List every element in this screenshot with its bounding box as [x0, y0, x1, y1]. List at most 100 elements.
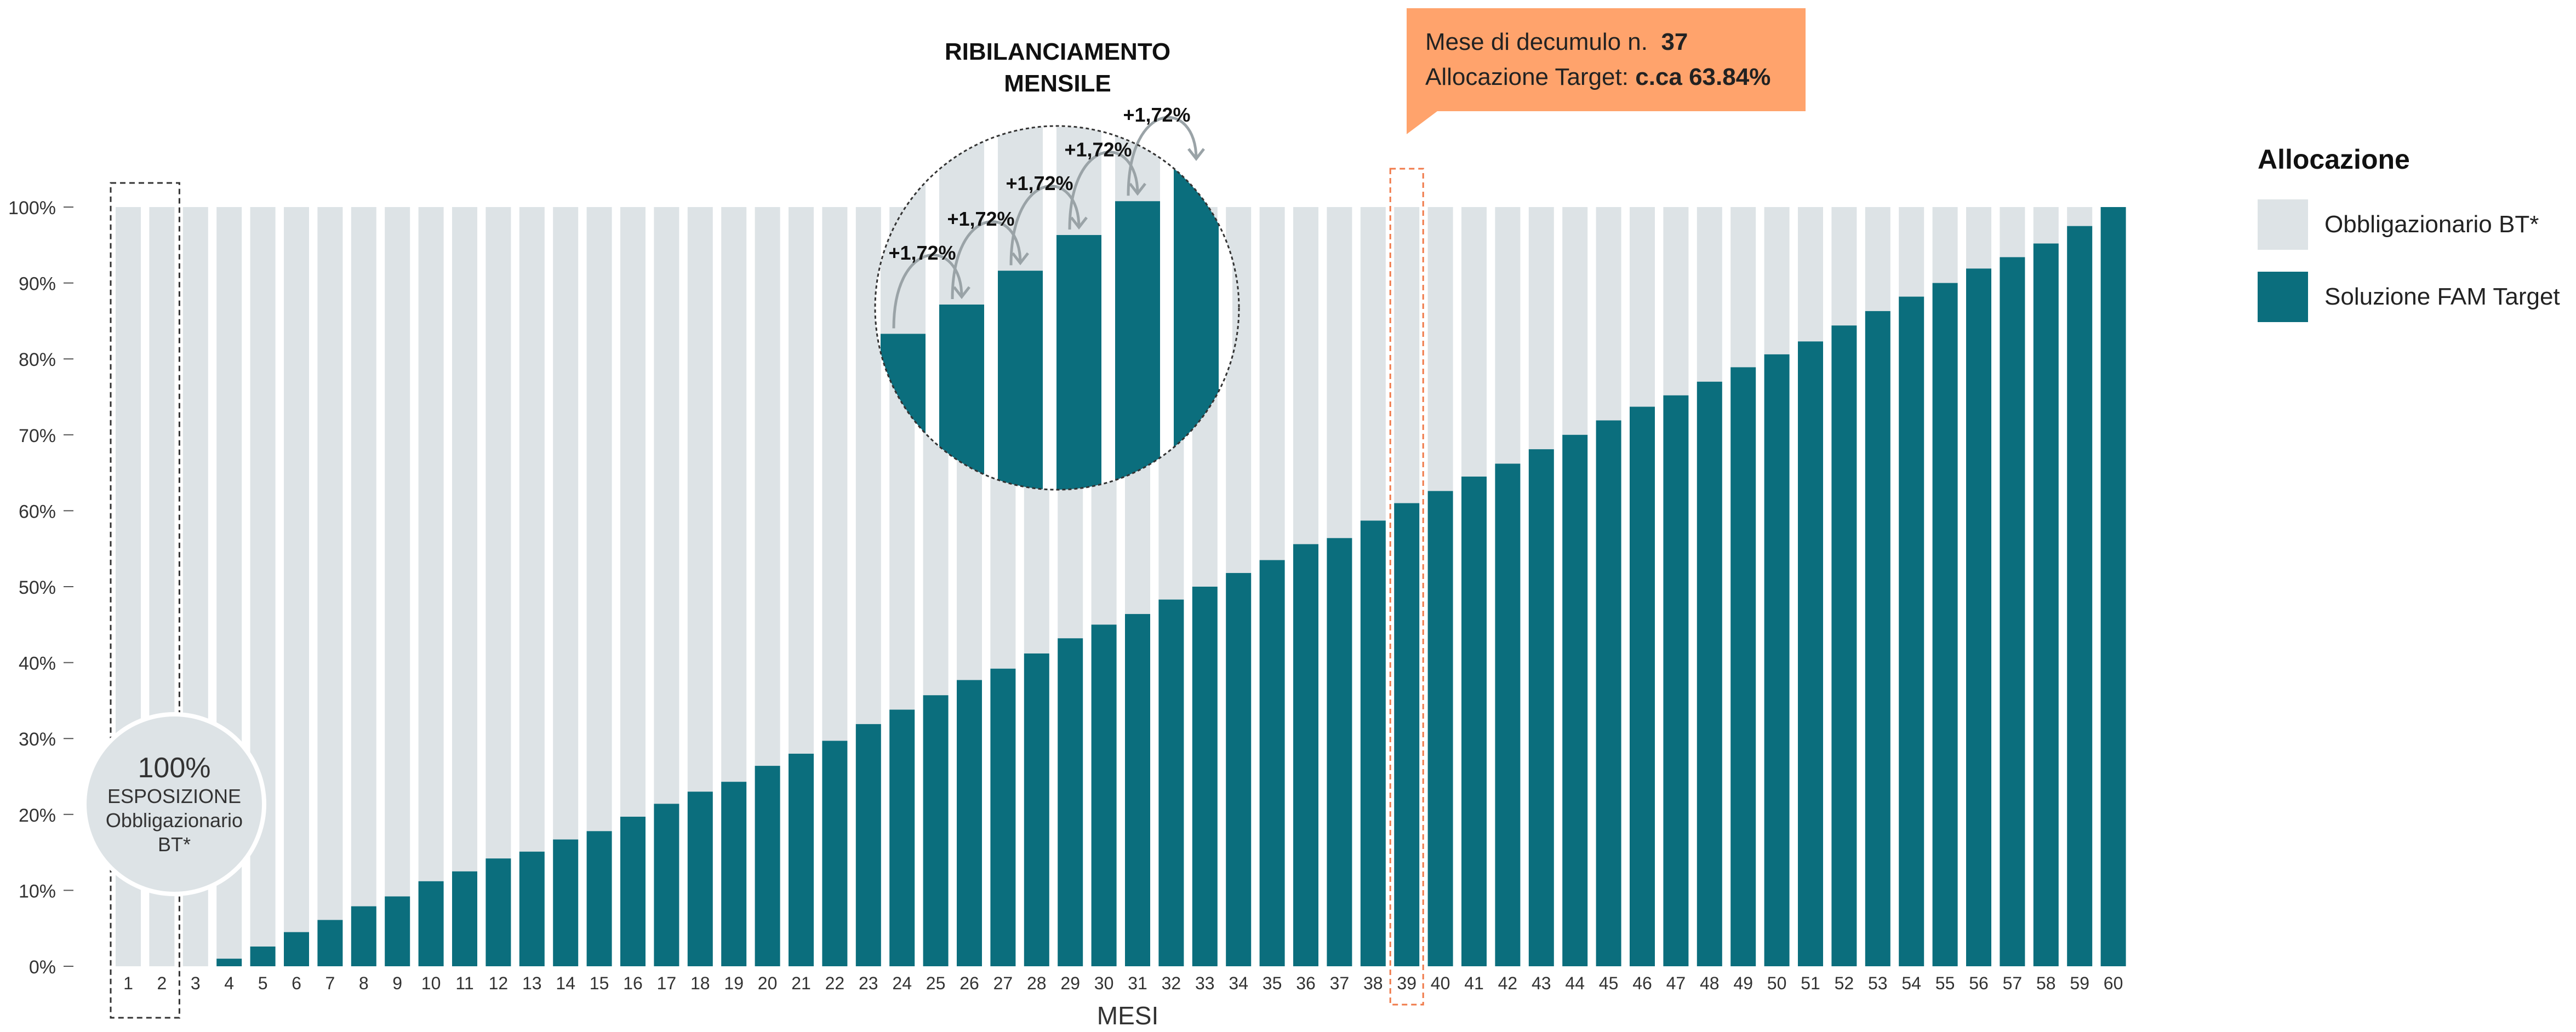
- highlight-month-box: [1389, 168, 1424, 1006]
- callout-month-value: 37: [1661, 28, 1688, 55]
- bar-target-40: [1427, 491, 1453, 966]
- x-tick-label: 35: [1263, 973, 1282, 993]
- bar-bond-11: [452, 207, 477, 872]
- x-tick-label: 17: [657, 973, 677, 993]
- bar-bond-13: [519, 207, 545, 852]
- start-months-box: [110, 182, 180, 1019]
- x-tick-label: 34: [1229, 973, 1248, 993]
- x-tick-label: 16: [623, 973, 643, 993]
- zoom-title: RIBILANCIAMENTO MENSILE: [899, 36, 1216, 100]
- bar-bond-19: [721, 207, 747, 782]
- zoom-bar-target: [998, 271, 1043, 490]
- x-tick-label: 57: [2003, 973, 2023, 993]
- y-tick-label: 0%: [29, 957, 56, 978]
- highlight-boxes: [110, 168, 1424, 1019]
- x-tick-label: 8: [359, 973, 369, 993]
- bar-bond-35: [1259, 207, 1285, 560]
- bar-target-42: [1495, 463, 1521, 966]
- x-tick-label: 46: [1632, 973, 1652, 993]
- x-tick-label: 47: [1666, 973, 1686, 993]
- bar-bond-16: [620, 207, 646, 817]
- y-axis: 0% 10% 20% 30% 40% 50% 60% 70% 80% 90% 100%: [8, 198, 73, 978]
- y-tick-label: 80%: [19, 349, 56, 370]
- x-tick-label: 39: [1397, 973, 1416, 993]
- x-tick-label: 32: [1162, 973, 1181, 993]
- callout-line2-prefix: Allocazione Target:: [1425, 64, 1629, 90]
- bar-target-7: [317, 920, 343, 966]
- bar-target-21: [789, 753, 814, 966]
- x-tick-label: 7: [325, 973, 335, 993]
- bar-target-13: [519, 851, 545, 966]
- rebalance-step-label: +1,72%: [888, 242, 956, 264]
- x-tick-label: 23: [859, 973, 878, 993]
- bar-bond-18: [687, 207, 713, 792]
- badge-percent: 100%: [138, 752, 211, 784]
- x-tick-label: 13: [522, 973, 542, 993]
- y-tick-label: 10%: [19, 881, 56, 902]
- bar-bond-50: [1764, 207, 1790, 354]
- bar-bond-56: [1966, 207, 1991, 269]
- rebalance-step-label: +1,72%: [1123, 104, 1190, 126]
- bar-bond-57: [2000, 207, 2025, 257]
- bar-target-57: [2000, 257, 2025, 966]
- x-tick-label: 20: [758, 973, 778, 993]
- y-tick-label: 70%: [19, 426, 56, 446]
- bar-bond-21: [789, 207, 814, 754]
- rebalance-arrowhead: [953, 286, 970, 300]
- rebalance-step-label: +1,72%: [1006, 172, 1073, 194]
- bar-target-36: [1293, 544, 1318, 966]
- x-tick-label: 21: [791, 973, 811, 993]
- bar-target-35: [1259, 560, 1285, 966]
- bar-bond-17: [654, 207, 679, 804]
- bar-bond-44: [1562, 207, 1588, 435]
- bar-bond-43: [1528, 207, 1554, 450]
- bar-bond-47: [1663, 207, 1689, 395]
- x-tick-label: 55: [1935, 973, 1955, 993]
- bar-bond-39: [1394, 207, 1420, 503]
- x-tick-label: 29: [1060, 973, 1080, 993]
- x-tick-label: 31: [1128, 973, 1147, 993]
- bar-target-51: [1798, 341, 1823, 966]
- bar-bond-9: [385, 207, 410, 897]
- bar-bond-59: [2067, 207, 2093, 226]
- bar-bond-52: [1831, 207, 1857, 326]
- bar-target-6: [284, 932, 309, 966]
- bar-target-33: [1192, 587, 1218, 966]
- bar-bond-10: [418, 207, 444, 881]
- rebalance-arrowhead: [1070, 216, 1088, 230]
- bar-target-45: [1596, 420, 1621, 966]
- bar-target-58: [2033, 243, 2059, 966]
- zoom-bar-target: [1056, 235, 1101, 490]
- x-tick-label: 15: [590, 973, 609, 993]
- x-tick-label: 12: [489, 973, 509, 993]
- y-tick-label: 50%: [19, 577, 56, 598]
- bar-target-59: [2067, 226, 2093, 966]
- bar-target-18: [687, 792, 713, 966]
- bar-bond-46: [1630, 207, 1655, 407]
- bar-target-54: [1899, 296, 1924, 966]
- bar-bond-37: [1327, 207, 1352, 538]
- exposure-badge: 100% ESPOSIZIONE Obbligazionario BT*: [82, 712, 266, 896]
- callout-target-value: c.ca 63.84%: [1635, 64, 1771, 90]
- x-tick-label: 3: [191, 973, 201, 993]
- x-tick-label: 53: [1868, 973, 1888, 993]
- x-tick-label: 60: [2104, 973, 2123, 993]
- legend: Allocazione Obbligazionario BT* Soluzion…: [2258, 144, 2560, 344]
- bar-bond-7: [317, 207, 343, 920]
- x-tick-label: 48: [1700, 973, 1720, 993]
- bar-bond-15: [586, 207, 612, 832]
- bar-target-15: [586, 831, 612, 966]
- rebalance-arrow: [1068, 151, 1139, 230]
- x-tick-label: 18: [690, 973, 710, 993]
- x-tick-label: 54: [1901, 973, 1921, 993]
- bar-target-9: [385, 896, 410, 966]
- bar-bond-49: [1730, 207, 1756, 368]
- bar-target-14: [553, 839, 579, 966]
- bar-target-17: [654, 804, 679, 966]
- bar-bond-20: [755, 207, 780, 766]
- bar-target-25: [923, 695, 949, 966]
- bar-target-10: [418, 881, 444, 966]
- x-tick-label: 37: [1330, 973, 1350, 993]
- legend-title: Allocazione: [2258, 144, 2410, 175]
